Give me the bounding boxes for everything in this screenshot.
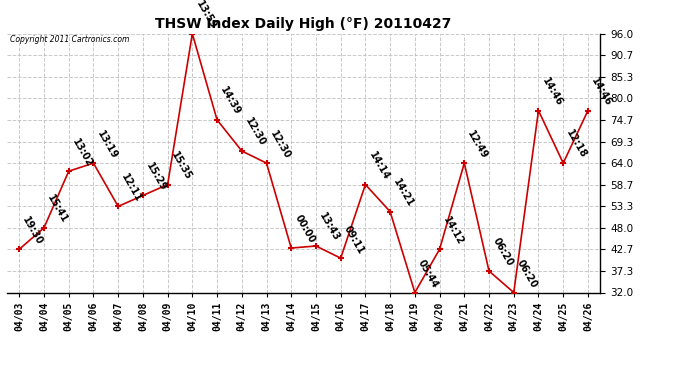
Text: 13:43: 13:43 — [317, 211, 342, 243]
Text: 15:41: 15:41 — [46, 193, 70, 225]
Text: 14:21: 14:21 — [391, 177, 415, 209]
Text: 14:46: 14:46 — [540, 76, 564, 108]
Text: 15:29: 15:29 — [144, 161, 168, 193]
Text: 06:20: 06:20 — [515, 258, 540, 290]
Text: 12:30: 12:30 — [243, 116, 267, 148]
Text: Copyright 2011 Cartronics.com: Copyright 2011 Cartronics.com — [10, 35, 129, 44]
Text: 19:30: 19:30 — [21, 214, 45, 246]
Text: 06:20: 06:20 — [491, 237, 515, 268]
Text: 05:44: 05:44 — [416, 258, 440, 290]
Text: 12:30: 12:30 — [268, 129, 292, 160]
Text: 13:59: 13:59 — [194, 0, 218, 31]
Text: 14:46: 14:46 — [589, 76, 613, 108]
Text: 14:39: 14:39 — [219, 85, 243, 117]
Text: 00:00: 00:00 — [293, 213, 317, 245]
Text: 09:11: 09:11 — [342, 224, 366, 255]
Text: 13:02: 13:02 — [70, 136, 95, 168]
Text: 12:49: 12:49 — [466, 129, 490, 160]
Text: 13:19: 13:19 — [95, 129, 119, 160]
Text: 12:11: 12:11 — [119, 172, 144, 204]
Text: 12:18: 12:18 — [564, 128, 589, 160]
Text: 14:12: 14:12 — [441, 214, 465, 246]
Text: 14:14: 14:14 — [367, 150, 391, 182]
Text: 15:35: 15:35 — [169, 150, 193, 182]
Title: THSW Index Daily High (°F) 20110427: THSW Index Daily High (°F) 20110427 — [155, 17, 452, 31]
